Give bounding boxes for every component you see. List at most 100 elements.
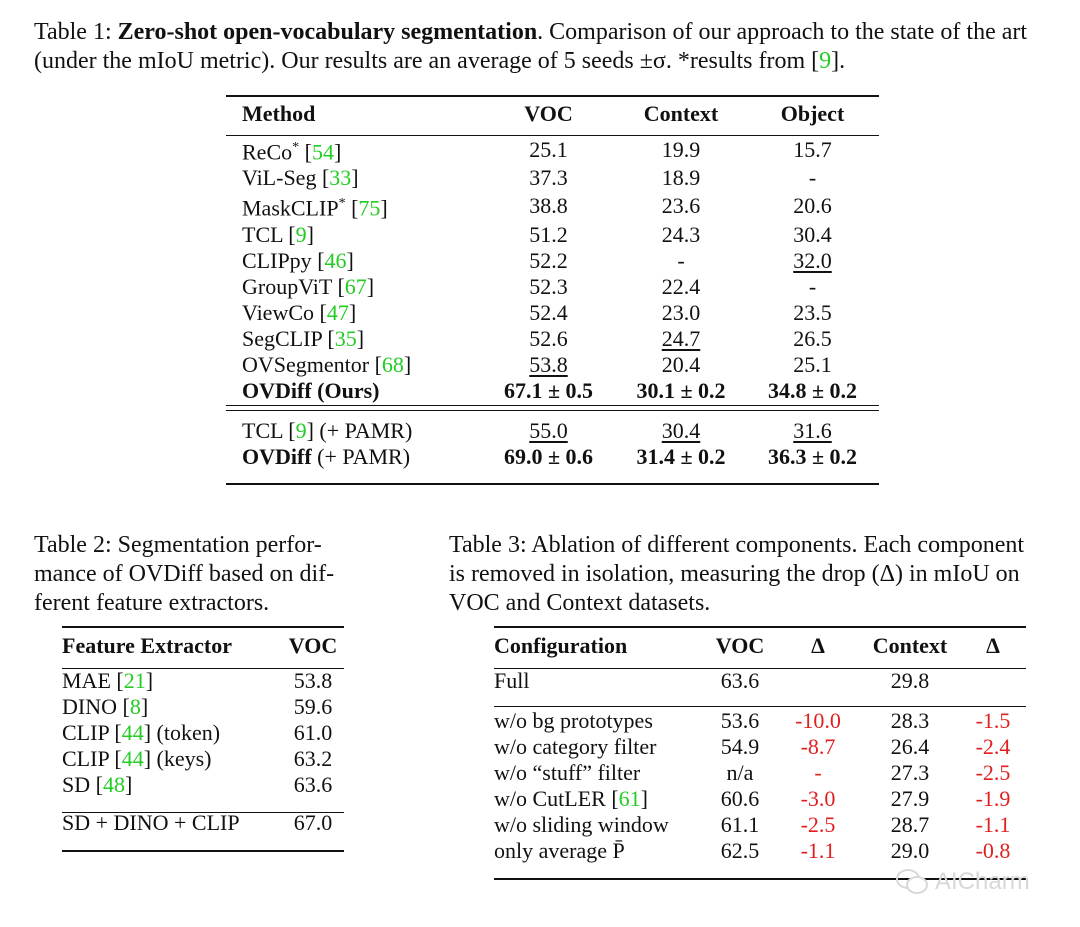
method-suffix: (+ PAMR) <box>313 417 413 443</box>
method-cell: OVSegmentor [68] <box>242 351 412 377</box>
context-value: 24.3 <box>661 221 701 247</box>
citation-link[interactable]: 68 <box>381 351 404 377</box>
watermark: AICharm <box>895 868 1030 896</box>
table3-top-rule <box>494 626 1026 628</box>
table1-row: SegCLIP [35] 52.6 24.7 26.5 <box>226 326 879 352</box>
table3-bottom-rule <box>494 878 1026 880</box>
table1-row: ReCo* [54] 25.1 19.9 15.7 <box>226 127 879 165</box>
voc-value: 55.0 <box>529 417 568 443</box>
delta-context-value: -1.9 <box>975 786 1011 811</box>
table3-mid-rule <box>494 706 1026 707</box>
voc-value: 51.2 <box>529 221 568 247</box>
watermark-text: AICharm <box>935 868 1030 895</box>
extractor-name: CLIP <box>62 746 109 771</box>
table1-header-method: Method <box>242 101 316 126</box>
method-cell: GroupViT [67] <box>242 273 375 299</box>
method-cell: w/o bg prototypes <box>494 694 704 734</box>
table1-row: GroupViT [67] 52.3 22.4 - <box>226 274 879 300</box>
voc-value: 63.2 <box>293 746 333 771</box>
table3-row: only average P̄ 62.5 -1.1 29.0 -0.8 <box>494 838 1026 864</box>
extractor-suffix: (token) <box>151 720 221 745</box>
extractor-name: SD + DINO + CLIP <box>62 810 240 835</box>
table1-caption-end: ]. <box>831 48 846 74</box>
method-name: ReCo <box>242 139 293 165</box>
voc-value: 53.8 <box>529 351 568 377</box>
delta-voc-value: -2.5 <box>800 812 836 837</box>
table2-header-rule <box>62 668 344 669</box>
voc-value: 37.3 <box>529 165 568 191</box>
delta-context-value: -0.8 <box>975 838 1011 863</box>
method-suffix: (+ PAMR) <box>311 443 411 469</box>
context-value: 31.4 ± 0.2 <box>636 443 726 469</box>
table2-row: CLIP [44] (keys) 63.2 <box>62 746 344 772</box>
method-cell: w/o sliding window <box>494 812 704 838</box>
voc-value: 52.2 <box>529 247 568 273</box>
voc-value: 63.6 <box>293 772 333 797</box>
object-value: 34.8 ± 0.2 <box>767 377 858 403</box>
context-value: 18.9 <box>661 165 701 191</box>
voc-value: 53.6 <box>720 708 760 733</box>
voc-value: 62.5 <box>720 838 760 863</box>
citation-link[interactable]: 46 <box>324 247 347 273</box>
voc-value: 53.8 <box>293 668 333 693</box>
context-value: 24.7 <box>661 325 701 351</box>
table3-caption-line: VOC and Context datasets. <box>449 590 711 616</box>
delta-context-value: -2.5 <box>975 760 1011 785</box>
method-cell: OVDiff (+ PAMR) <box>226 444 481 470</box>
config-name: only average P̄ <box>494 838 625 863</box>
citation-link[interactable]: 47 <box>326 299 349 325</box>
config-name: w/o bg prototypes <box>494 708 653 733</box>
citation-link[interactable]: 33 <box>329 165 352 191</box>
context-value: 23.6 <box>661 193 701 219</box>
citation-link[interactable]: 8 <box>129 694 141 719</box>
citation-link[interactable]: 35 <box>334 325 357 351</box>
table2-bottom-rule <box>62 850 344 852</box>
footnote-marker: * <box>338 196 346 212</box>
table1-header-object: Object <box>780 101 845 126</box>
delta-context-value <box>960 659 1026 694</box>
table2-caption-line: mance of OVDiff based on dif- <box>34 561 335 587</box>
citation-link[interactable]: 9 <box>295 221 307 247</box>
voc-value: 63.6 <box>720 668 760 693</box>
context-value: 28.3 <box>890 708 930 733</box>
config-name: w/o category filter <box>494 734 657 759</box>
method-cell: CLIP [44] (keys) <box>62 746 212 771</box>
object-value: - <box>808 273 817 299</box>
citation-link[interactable]: 44 <box>121 720 144 745</box>
method-cell: w/o “stuff” filter <box>494 760 704 786</box>
table2-row: MAE [21] 53.8 <box>62 659 344 694</box>
table2-row: SD [48] 63.6 <box>62 772 344 798</box>
method-cell: SD + DINO + CLIP <box>62 798 282 836</box>
footnote-marker: * <box>292 140 300 155</box>
table1-row: TCL [9] 51.2 24.3 30.4 <box>226 222 879 248</box>
citation-link[interactable]: 54 <box>311 139 334 165</box>
voc-value: 69.0 ± 0.6 <box>503 443 594 469</box>
table2-row: DINO [8] 59.6 <box>62 694 344 720</box>
table3-header-delta-voc: Δ <box>811 633 825 658</box>
delta-voc-value <box>776 659 860 694</box>
citation-link[interactable]: 48 <box>102 772 125 797</box>
delta-context-value: -1.5 <box>975 708 1011 733</box>
context-value: 29.8 <box>890 668 930 693</box>
citation-link[interactable]: 21 <box>123 668 146 693</box>
citation-link[interactable]: 61 <box>618 786 641 811</box>
citation-link[interactable]: 44 <box>121 746 144 771</box>
context-value: - <box>677 247 685 273</box>
method-cell: CLIPpy [46] <box>242 247 354 273</box>
table1-header-context: Context <box>643 101 719 126</box>
delta-voc-value: -1.1 <box>800 838 836 863</box>
delta-voc-value: -8.7 <box>800 734 836 759</box>
citation-link[interactable]: 75 <box>358 195 381 221</box>
table1-caption-ref[interactable]: 9 <box>819 48 832 74</box>
citation-link[interactable]: 67 <box>344 273 367 299</box>
object-value: 25.1 <box>793 351 832 377</box>
citation-link[interactable]: 9 <box>295 417 307 443</box>
table1-caption-title: Zero-shot open-vocabulary segmentation <box>117 19 538 45</box>
context-value: 20.4 <box>661 351 701 377</box>
delta-context-value: -2.4 <box>975 734 1011 759</box>
table2-caption-line: ferent feature extractors. <box>34 590 270 616</box>
wechat-icon <box>896 869 928 894</box>
table1-header-rule <box>226 135 879 136</box>
extractor-name: MAE <box>62 668 111 693</box>
method-name: ViL-Seg <box>242 165 317 191</box>
